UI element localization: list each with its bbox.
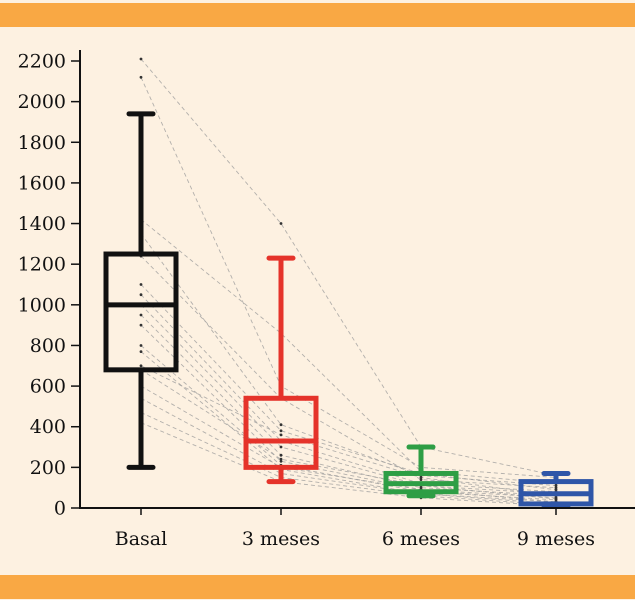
trajectory-point xyxy=(139,75,143,79)
trajectory-line-4 xyxy=(140,233,557,487)
y-tick-label: 1200 xyxy=(18,254,66,276)
trajectory-line-12 xyxy=(140,351,557,503)
trajectory-point xyxy=(279,423,283,427)
trajectory-point xyxy=(139,313,143,317)
boxplot-9-meses xyxy=(518,470,594,509)
trajectory-point xyxy=(139,364,143,368)
y-tick-label: 1800 xyxy=(18,132,66,154)
trajectory-line-15 xyxy=(140,385,557,503)
trajectory-point xyxy=(554,497,558,501)
y-tick-label: 2000 xyxy=(18,91,66,113)
box-iqr xyxy=(103,251,179,373)
y-tick-label: 200 xyxy=(30,457,66,479)
trajectory-point xyxy=(279,433,283,437)
trajectory-point xyxy=(554,486,558,490)
boxplot-3-meses xyxy=(243,255,319,485)
x-tick-label: 9 meses xyxy=(517,528,595,550)
x-tick-label: 6 meses xyxy=(382,528,460,550)
box-iqr xyxy=(243,395,319,470)
bottom-accent-band xyxy=(0,575,635,599)
trajectory-line-8 xyxy=(140,304,557,495)
trajectory-point xyxy=(139,293,143,297)
trajectory-point xyxy=(554,484,558,487)
trajectory-point xyxy=(279,457,283,461)
trajectory-line-17 xyxy=(140,412,557,506)
boxplot-6-meses xyxy=(383,444,459,499)
trajectory-line-3 xyxy=(140,219,557,485)
trajectory-line-10 xyxy=(140,324,557,499)
trajectory-point xyxy=(279,429,283,433)
trajectory-point xyxy=(139,344,143,347)
trajectory-line-1 xyxy=(140,58,557,476)
axes: 0 200 400 600 800 1000 1200 1400 1600 1800 2000 220… xyxy=(18,50,635,550)
trajectory-point xyxy=(419,486,423,490)
trajectory-line-9 xyxy=(140,314,557,497)
trajectory-line-18 xyxy=(140,422,557,507)
trajectory-point xyxy=(139,57,143,61)
trajectory-point xyxy=(419,478,423,481)
trajectory-point xyxy=(279,222,283,225)
trajectory-point xyxy=(279,453,283,457)
trajectory-line-5 xyxy=(140,255,557,489)
trajectory-point xyxy=(279,459,283,463)
trajectory-line-14 xyxy=(140,369,557,500)
trajectory-line-6 xyxy=(140,284,557,491)
trajectory-lines xyxy=(139,57,558,508)
trajectory-line-16 xyxy=(140,397,557,505)
trajectory-line-13 xyxy=(140,365,557,497)
y-tick-label: 1000 xyxy=(18,294,66,316)
top-accent-band xyxy=(0,3,635,27)
y-tick-label: 400 xyxy=(30,416,66,438)
trajectory-line-2 xyxy=(140,77,557,478)
trajectory-point xyxy=(139,283,143,286)
trajectory-point xyxy=(554,488,558,492)
y-tick-label: 1600 xyxy=(18,172,66,194)
y-tick-label: 800 xyxy=(30,335,66,357)
trajectory-line-7 xyxy=(140,294,557,493)
boxplots xyxy=(103,111,594,509)
y-tick-label: 1400 xyxy=(18,213,66,235)
y-tick-label: 0 xyxy=(54,498,66,520)
y-tick-label: 2200 xyxy=(18,51,66,73)
boxplot-basal xyxy=(103,111,179,470)
trajectory-point xyxy=(279,445,283,449)
y-tick-label: 600 xyxy=(30,376,66,398)
trajectory-point xyxy=(419,476,423,479)
x-tick-label: Basal xyxy=(115,528,167,550)
trajectory-point xyxy=(139,350,143,353)
x-tick-label: 3 meses xyxy=(242,528,320,550)
trajectory-point xyxy=(139,323,143,327)
